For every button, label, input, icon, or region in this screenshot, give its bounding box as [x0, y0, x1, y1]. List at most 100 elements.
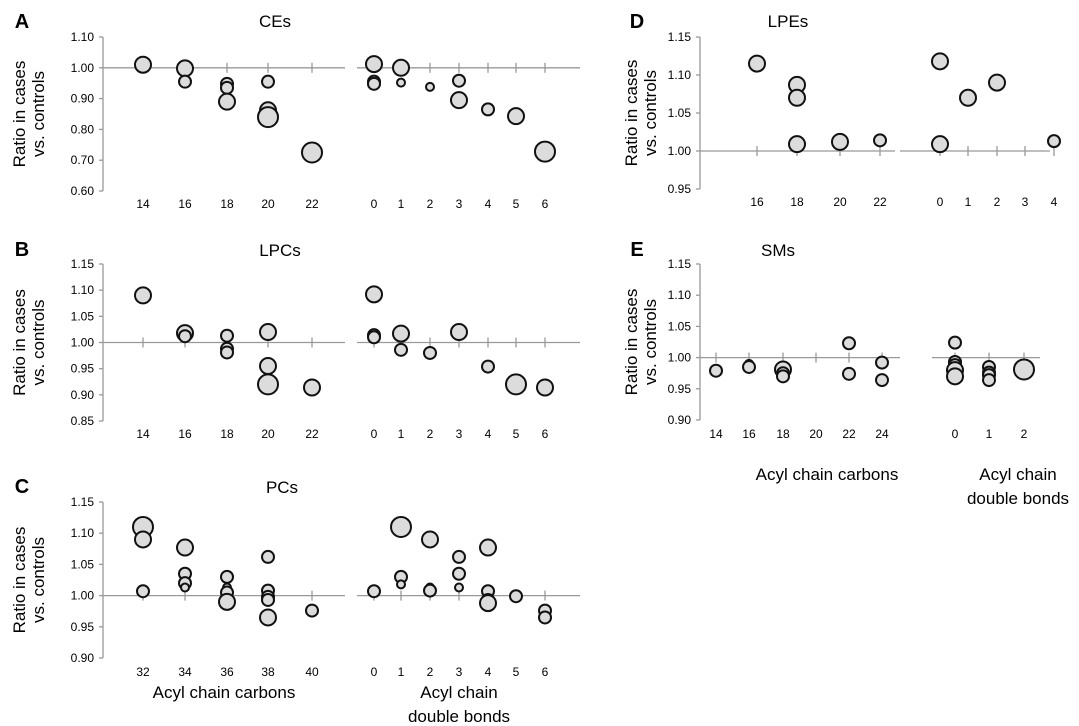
data-point-e-carbons [875, 373, 889, 388]
x-tick-label: 18 [220, 197, 234, 211]
x-tick-label: 2 [1021, 427, 1028, 441]
data-point-c-bonds [423, 583, 437, 598]
y-tick-label: 1.10 [668, 288, 692, 302]
panel-title-d: LPEs [768, 12, 809, 31]
y-tick-label: 1.10 [71, 30, 95, 44]
x-tick-label: 22 [873, 195, 887, 209]
data-point-a-carbons [261, 74, 275, 89]
data-point-c-carbons [180, 582, 190, 593]
x-tick-label: 5 [513, 427, 520, 441]
x-tick-label: 1 [986, 427, 993, 441]
y-tick-label: 0.95 [71, 362, 95, 376]
data-point-c-bonds [509, 589, 523, 604]
x-tick-label: 34 [178, 665, 192, 679]
y-tick-label: 0.90 [71, 651, 95, 665]
x-tick-label: 16 [178, 197, 192, 211]
data-point-b-bonds [365, 285, 383, 304]
x-tick-label: 14 [136, 197, 150, 211]
x-axis-label-carbons: Acyl chain carbons [153, 683, 296, 702]
data-point-c-bonds [454, 582, 464, 593]
x-tick-label: 20 [261, 197, 275, 211]
x-tick-label: 36 [220, 665, 234, 679]
x-tick-label: 0 [952, 427, 959, 441]
x-tick-label: 3 [456, 427, 463, 441]
data-point-a-bonds [365, 55, 383, 74]
x-tick-label: 18 [776, 427, 790, 441]
x-tick-label: 4 [485, 427, 492, 441]
panel-letter-c: C [15, 476, 29, 498]
y-axis-label-e: Ratio in casesvs. controls [622, 289, 660, 396]
data-point-c-bonds [479, 538, 497, 557]
data-point-b-carbons [259, 357, 277, 376]
x-axis-label-carbons: Acyl chain carbons [756, 465, 899, 484]
data-point-a-carbons [301, 141, 323, 164]
data-point-a-carbons [218, 92, 236, 111]
x-tick-label: 1 [398, 427, 405, 441]
x-tick-label: 4 [1051, 195, 1058, 209]
x-tick-label: 0 [371, 197, 378, 211]
x-tick-label: 3 [456, 665, 463, 679]
panel-title-e: SMs [761, 241, 795, 260]
data-point-e-carbons [875, 355, 889, 370]
x-tick-label: 3 [456, 197, 463, 211]
y-tick-label: 0.60 [71, 184, 95, 198]
data-point-c-bonds [396, 579, 406, 590]
x-tick-label: 22 [842, 427, 856, 441]
y-tick-label: 0.95 [668, 182, 692, 196]
data-point-d-carbons [788, 88, 806, 107]
x-tick-label: 22 [305, 427, 319, 441]
data-point-c-bonds [479, 594, 497, 613]
data-point-e-carbons [776, 369, 790, 384]
data-point-c-carbons [134, 530, 152, 549]
y-tick-label: 1.00 [668, 144, 692, 158]
data-point-a-bonds [452, 73, 466, 88]
data-point-b-bonds [392, 324, 410, 343]
panel-title-b: LPCs [259, 241, 301, 260]
data-point-e-carbons [709, 363, 723, 378]
data-point-d-carbons [873, 133, 887, 148]
y-tick-label: 1.00 [71, 61, 95, 75]
data-point-e-bonds [1013, 358, 1035, 381]
x-tick-label: 20 [833, 195, 847, 209]
y-tick-label: 1.00 [71, 336, 95, 350]
data-point-e-carbons [842, 336, 856, 351]
x-tick-label: 6 [542, 665, 549, 679]
data-point-d-bonds [931, 135, 949, 154]
y-tick-label: 0.90 [668, 413, 692, 427]
panel-letter-d: D [630, 11, 644, 33]
y-tick-label: 0.70 [71, 153, 95, 167]
data-point-a-carbons [134, 55, 152, 74]
x-tick-label: 6 [542, 427, 549, 441]
data-point-a-bonds [534, 140, 556, 163]
y-axis-label-a: Ratio in casesvs. controls [10, 61, 48, 168]
y-tick-label: 0.80 [71, 122, 95, 136]
data-point-b-bonds [423, 345, 437, 360]
x-tick-label: 16 [178, 427, 192, 441]
x-tick-label: 2 [427, 197, 434, 211]
data-point-a-carbons [257, 106, 279, 129]
data-point-d-bonds [1047, 134, 1061, 149]
data-point-d-bonds [988, 73, 1006, 92]
y-tick-label: 1.10 [668, 68, 692, 82]
x-tick-label: 40 [305, 665, 319, 679]
data-point-c-bonds [452, 549, 466, 564]
data-point-c-carbons [136, 584, 150, 599]
x-tick-label: 4 [485, 665, 492, 679]
data-point-e-bonds [982, 373, 996, 388]
data-point-a-carbons [220, 80, 234, 95]
y-tick-label: 0.90 [71, 92, 95, 106]
data-point-b-bonds [394, 342, 408, 357]
x-tick-label: 3 [1022, 195, 1029, 209]
data-point-a-bonds [392, 58, 410, 77]
data-point-b-carbons [303, 378, 321, 397]
data-point-d-carbons [748, 54, 766, 73]
x-axis-label-bonds: double bonds [967, 489, 1069, 508]
y-tick-label: 1.10 [71, 526, 95, 540]
y-tick-label: 1.00 [668, 351, 692, 365]
data-point-e-bonds [948, 335, 962, 350]
panel-letter-e: E [630, 239, 643, 261]
y-tick-label: 1.15 [71, 495, 95, 509]
data-point-c-carbons [305, 603, 319, 618]
x-tick-label: 24 [875, 427, 889, 441]
data-point-b-carbons [220, 328, 234, 343]
